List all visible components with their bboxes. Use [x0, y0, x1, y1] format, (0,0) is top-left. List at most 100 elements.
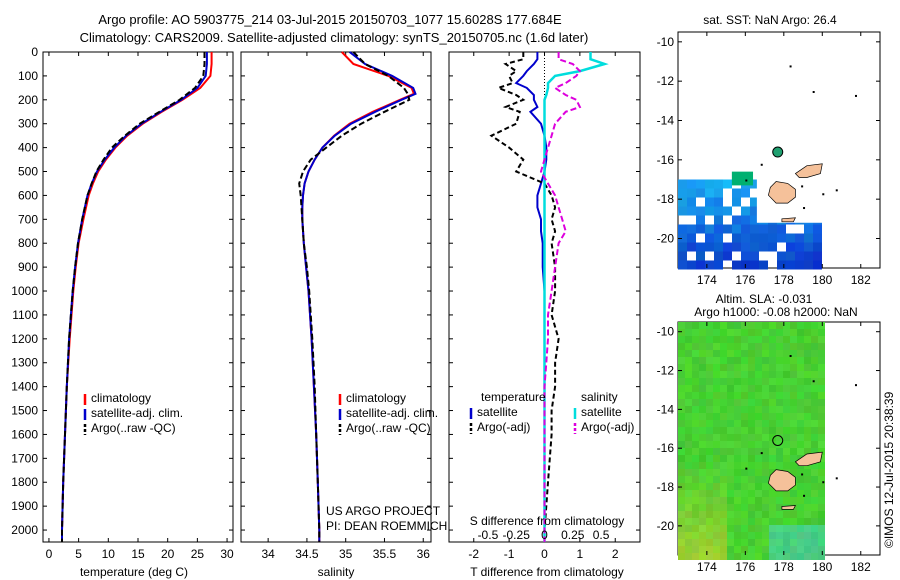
y-tick-label: 0: [31, 45, 38, 59]
sla-cell: [699, 525, 706, 532]
y-tick-label: 1900: [11, 499, 38, 513]
sla-cell: [720, 329, 727, 336]
sla-cell: [706, 455, 713, 462]
sla-cell: [699, 371, 706, 378]
sla-cell: [678, 497, 685, 504]
sla-cell: [692, 532, 699, 539]
sla-cell: [776, 525, 783, 532]
sla-cell: [811, 497, 818, 504]
legend-group-title: salinity: [581, 390, 618, 404]
x-tick-label: 15: [131, 547, 145, 561]
sla-cell: [713, 546, 720, 553]
sla-cell: [706, 343, 713, 350]
sst-cell: [732, 224, 741, 234]
sla-cell: [685, 392, 692, 399]
sla-cell: [678, 350, 685, 357]
sla-cell: [769, 399, 776, 406]
sla-cell: [713, 427, 720, 434]
sla-cell: [713, 343, 720, 350]
sla-cell: [706, 518, 713, 525]
sla-cell: [762, 539, 769, 546]
sla-cell: [818, 336, 825, 343]
sla-cell: [776, 385, 783, 392]
sla-cell: [727, 511, 734, 518]
sla-cell: [741, 518, 748, 525]
sla-cell: [769, 336, 776, 343]
sla-cell: [776, 497, 783, 504]
sla-cell: [720, 322, 727, 329]
sla-cell: [797, 399, 804, 406]
sla-cell: [797, 378, 804, 385]
sst-cell: [804, 260, 813, 270]
reef-speck: [803, 207, 806, 210]
sla-cell: [783, 329, 790, 336]
sla-cell: [734, 357, 741, 364]
sla-cell: [811, 546, 818, 553]
sla-cell: [776, 427, 783, 434]
sla-cell: [755, 532, 762, 539]
sla-cell: [783, 350, 790, 357]
sla-cell: [769, 343, 776, 350]
sla-cell: [713, 525, 720, 532]
sla-cell: [748, 385, 755, 392]
sla-cell: [776, 357, 783, 364]
reef-speck: [789, 355, 792, 358]
sst-cell: [696, 179, 705, 189]
lat-tick-label: -10: [657, 325, 675, 339]
sla-cell: [692, 357, 699, 364]
sla-cell: [776, 539, 783, 546]
sla-cell: [727, 336, 734, 343]
sla-cell: [685, 385, 692, 392]
sla-cell: [685, 511, 692, 518]
sla-cell: [706, 497, 713, 504]
sla-cell: [776, 441, 783, 448]
sla-cell: [720, 350, 727, 357]
island: [768, 469, 796, 492]
sla-cell: [790, 399, 797, 406]
sla-cell: [790, 490, 797, 497]
sla-cell: [699, 420, 706, 427]
sla-cell: [748, 476, 755, 483]
sla-cell: [692, 427, 699, 434]
sla-cell: [818, 343, 825, 350]
sla-cell: [797, 448, 804, 455]
sla-cell: [762, 385, 769, 392]
sla-cell: [804, 329, 811, 336]
sla-cell: [783, 518, 790, 525]
sla-cell: [727, 539, 734, 546]
sla-cell: [804, 504, 811, 511]
sla-cell: [713, 392, 720, 399]
sla-cell: [797, 532, 804, 539]
title-line-1: Argo profile: AO 5903775_214 03-Jul-2015…: [98, 12, 562, 27]
reef-speck: [854, 384, 857, 387]
sla-cell: [734, 427, 741, 434]
sla-cell: [720, 336, 727, 343]
sla-cell: [727, 504, 734, 511]
sla-cell: [811, 476, 818, 483]
sla-cell: [734, 343, 741, 350]
sla-cell: [692, 469, 699, 476]
sla-cell: [811, 518, 818, 525]
sla-cell: [685, 357, 692, 364]
sst-cell: [750, 251, 759, 261]
sla-cell: [783, 490, 790, 497]
sla-cell: [797, 434, 804, 441]
sst-cell: [795, 251, 804, 261]
legend-label: climatology: [346, 391, 406, 405]
sla-cell: [811, 406, 818, 413]
sla-cell: [741, 413, 748, 420]
sla-cell: [748, 518, 755, 525]
sla-cell: [699, 539, 706, 546]
sla-cell: [727, 455, 734, 462]
sst-cell: [696, 206, 705, 216]
sla-cell: [685, 322, 692, 329]
y-tick-label: 1700: [11, 451, 38, 465]
sla-cell: [762, 455, 769, 462]
sst-cell: [813, 242, 822, 252]
legend-label: satellite-adj. clim.: [91, 406, 183, 420]
sla-cell: [790, 350, 797, 357]
sla-cell: [776, 434, 783, 441]
sla-cell: [762, 469, 769, 476]
sla-cell: [769, 434, 776, 441]
sla-cell: [818, 364, 825, 371]
